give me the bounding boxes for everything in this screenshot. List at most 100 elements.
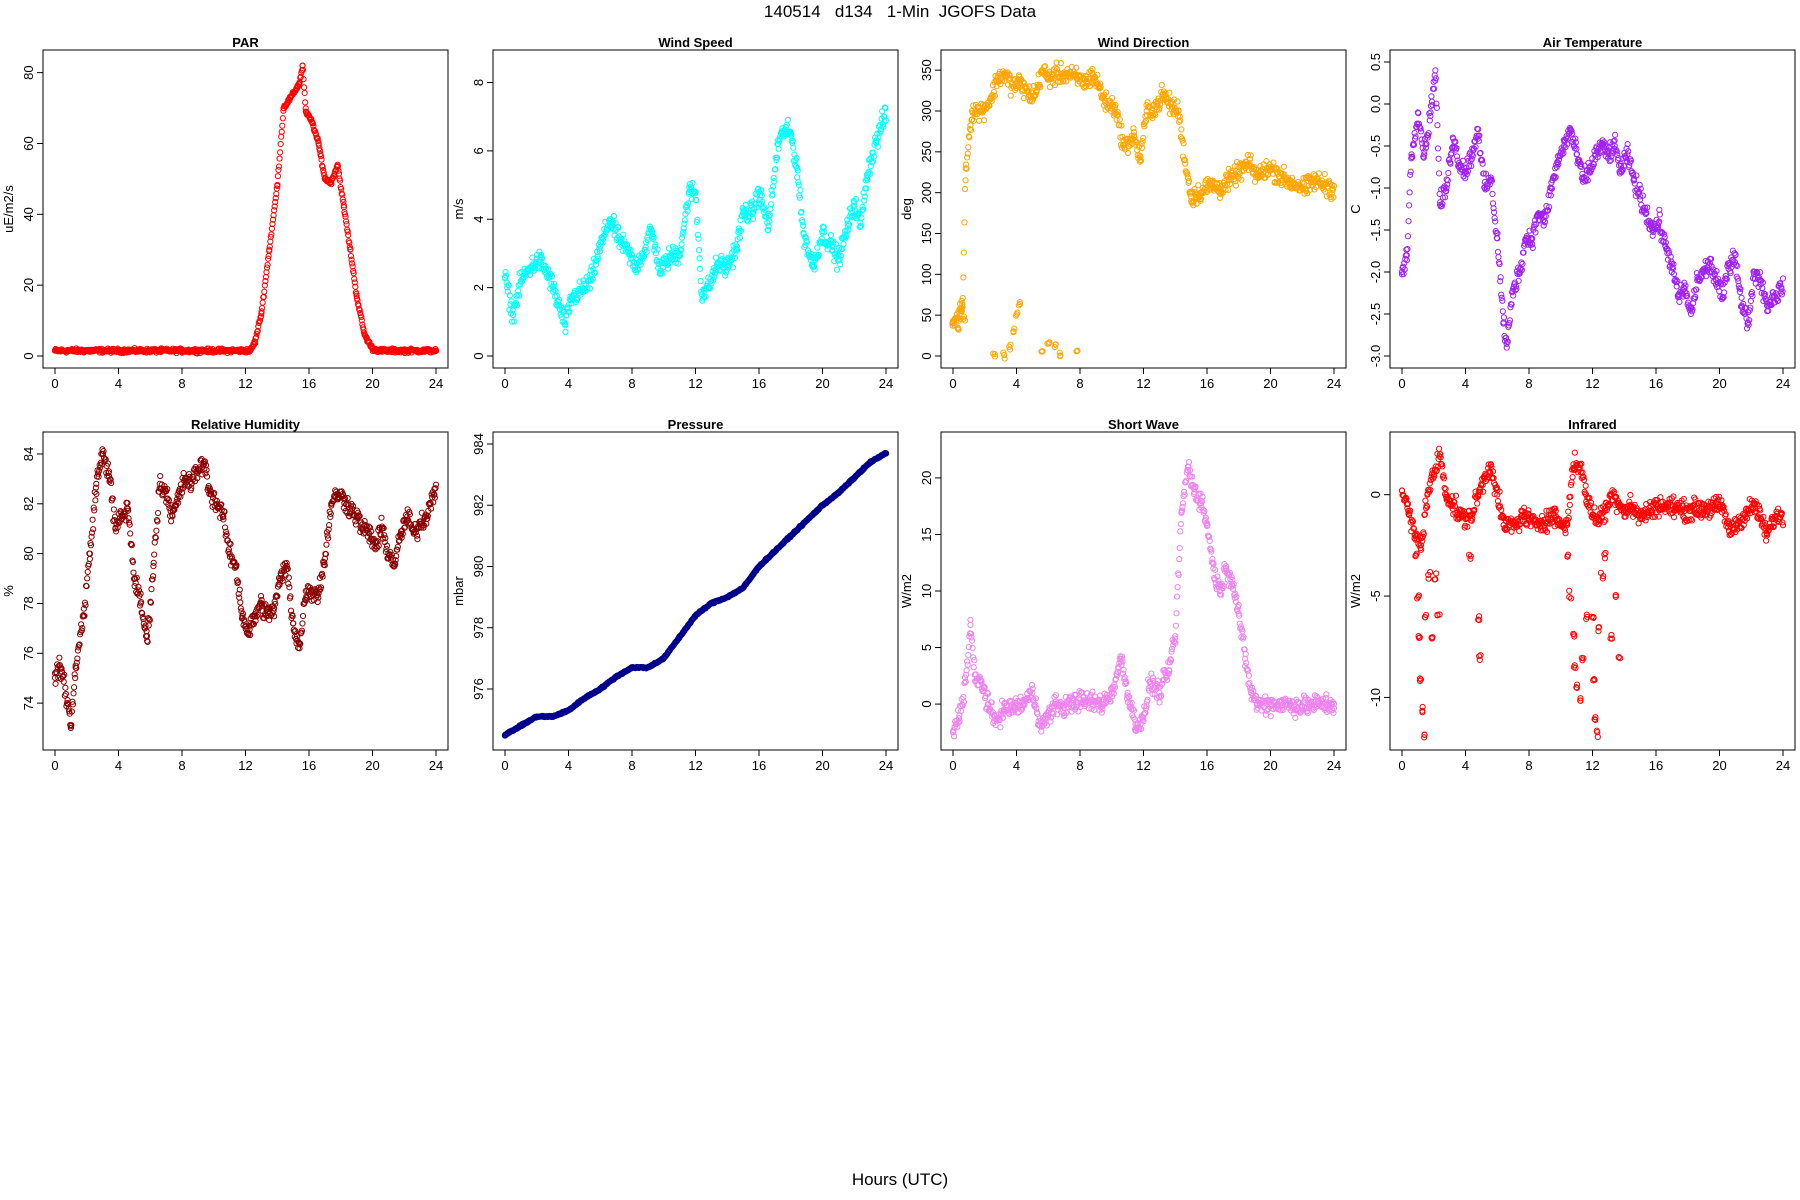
x-tick-label: 24 xyxy=(879,376,893,391)
data-point xyxy=(147,599,155,606)
data-point xyxy=(1073,64,1080,71)
y-tick-label: 350 xyxy=(919,59,934,81)
data-point xyxy=(1508,301,1515,308)
data-point xyxy=(1639,192,1647,199)
data-point xyxy=(501,274,509,281)
data-point xyxy=(590,266,597,273)
data-point xyxy=(261,288,268,295)
data-point xyxy=(323,541,330,548)
data-point xyxy=(1614,151,1621,159)
data-point xyxy=(265,255,272,262)
data-point xyxy=(1622,154,1630,162)
data-point xyxy=(1404,233,1412,240)
data-point xyxy=(859,203,866,210)
data-point xyxy=(1470,145,1478,152)
data-point xyxy=(348,256,355,263)
y-tick-label: 82 xyxy=(21,497,36,511)
data-point xyxy=(54,661,61,668)
data-point xyxy=(1176,113,1183,120)
y-tick-label: 0 xyxy=(919,700,934,707)
data-point xyxy=(1499,297,1506,304)
data-point xyxy=(1529,241,1536,248)
data-point xyxy=(803,517,810,524)
data-point xyxy=(592,261,600,268)
data-point xyxy=(1139,144,1146,151)
data-point xyxy=(958,297,965,305)
data-point xyxy=(361,517,368,525)
data-point xyxy=(319,573,326,580)
data-point xyxy=(1611,142,1618,150)
data-point xyxy=(180,469,187,477)
data-point xyxy=(90,526,97,533)
data-point xyxy=(714,260,721,267)
data-point xyxy=(1751,268,1758,276)
x-tick-label: 8 xyxy=(628,376,635,391)
data-point xyxy=(105,468,113,475)
data-point xyxy=(970,654,977,661)
data-point xyxy=(1675,294,1682,301)
data-point xyxy=(259,304,266,312)
data-point xyxy=(356,512,363,520)
data-point xyxy=(1188,193,1195,200)
data-point xyxy=(971,657,978,664)
data-point xyxy=(1560,149,1567,157)
data-point xyxy=(1162,90,1169,97)
data-point xyxy=(632,264,639,271)
data-point xyxy=(1540,222,1547,229)
data-point xyxy=(344,495,351,502)
data-point xyxy=(667,253,674,260)
y-tick-label: 984 xyxy=(471,433,486,455)
data-point xyxy=(315,138,322,145)
data-point xyxy=(851,199,858,206)
x-tick-label: 0 xyxy=(1398,376,1405,391)
data-point xyxy=(1774,297,1782,304)
data-point xyxy=(1001,77,1008,85)
data-point xyxy=(1410,141,1418,148)
data-point xyxy=(267,233,274,241)
data-point xyxy=(958,305,965,312)
data-point xyxy=(223,528,230,536)
data-point xyxy=(309,587,316,595)
data-point xyxy=(735,229,742,236)
data-point xyxy=(1503,334,1510,341)
data-point xyxy=(321,559,328,566)
data-point xyxy=(1061,711,1068,718)
x-tick-label: 24 xyxy=(429,376,443,391)
data-point xyxy=(1545,191,1552,199)
data-point xyxy=(1630,176,1637,183)
data-point xyxy=(1233,158,1241,166)
data-point xyxy=(321,175,328,182)
data-point xyxy=(649,233,656,240)
data-point xyxy=(809,264,817,271)
data-point xyxy=(1598,142,1606,150)
data-point xyxy=(834,250,841,258)
data-point xyxy=(1417,128,1425,135)
data-point xyxy=(860,206,867,213)
data-point xyxy=(1465,163,1473,170)
data-point xyxy=(1321,181,1328,188)
data-point xyxy=(1420,154,1427,161)
data-point xyxy=(718,252,725,259)
data-point xyxy=(423,513,430,520)
data-point xyxy=(60,678,67,685)
data-point xyxy=(1181,156,1188,164)
x-tick-label: 20 xyxy=(365,758,379,773)
data-point xyxy=(749,215,757,222)
data-point xyxy=(867,170,874,177)
panel-frame xyxy=(492,49,899,369)
data-point xyxy=(991,92,999,99)
panel-title: Short Wave xyxy=(1108,417,1179,432)
x-tick-label: 16 xyxy=(302,758,316,773)
data-point xyxy=(1599,137,1606,144)
data-point xyxy=(401,524,409,531)
data-point xyxy=(131,575,138,582)
data-point xyxy=(1468,151,1475,158)
data-point xyxy=(264,261,271,268)
data-point xyxy=(372,543,379,550)
data-point xyxy=(51,347,59,354)
data-point xyxy=(1764,302,1771,309)
data-point xyxy=(550,280,558,287)
data-point xyxy=(383,542,391,549)
data-point xyxy=(263,264,271,271)
data-point xyxy=(86,555,93,563)
